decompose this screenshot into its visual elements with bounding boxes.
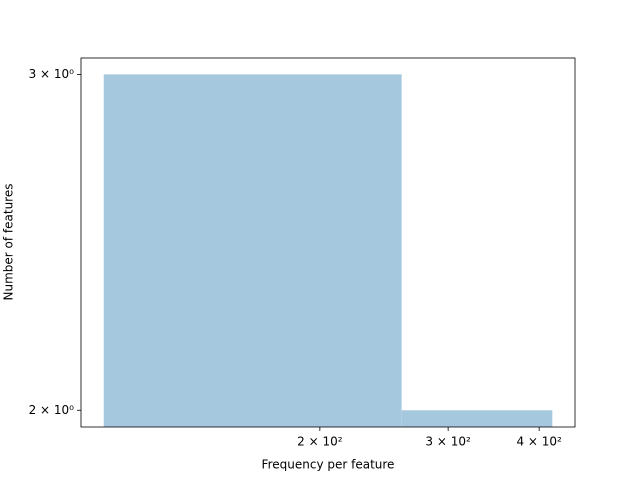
x-tick-label: 2 × 10² — [297, 435, 343, 449]
x-tick-label: 3 × 10² — [425, 435, 471, 449]
x-axis-label: Frequency per feature — [262, 458, 395, 472]
plot-frame — [80, 57, 576, 428]
y-axis-label: Number of features — [2, 184, 16, 301]
bar — [401, 410, 553, 427]
x-tick-label: 4 × 10² — [516, 435, 562, 449]
bar — [103, 74, 402, 428]
y-tick-label: 3 × 10⁰ — [29, 67, 75, 81]
y-tick-label: 2 × 10⁰ — [29, 403, 75, 417]
